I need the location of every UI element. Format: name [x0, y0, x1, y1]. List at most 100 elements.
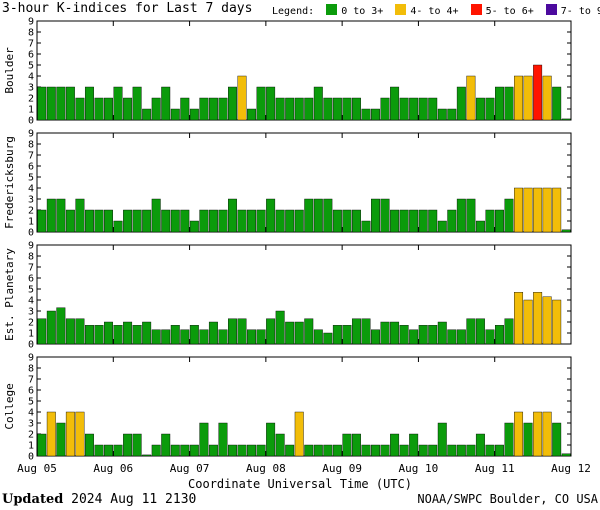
- bar-college: [237, 444, 247, 457]
- bar-college: [266, 422, 276, 457]
- legend-label-0: 0 to 3+: [341, 6, 384, 17]
- y-axis-label-fredericksburg: Fredericksburg: [3, 136, 16, 229]
- bar-est-planetary: [65, 318, 75, 345]
- bar-boulder: [418, 97, 428, 121]
- bar-fredericksburg: [161, 209, 171, 233]
- bar-est-planetary: [208, 321, 218, 345]
- bar-est-planetary: [456, 329, 466, 345]
- bar-college: [332, 444, 342, 457]
- bar-fredericksburg: [380, 198, 390, 233]
- x-tick-label: Aug 10: [399, 462, 439, 475]
- bar-fredericksburg: [409, 209, 419, 233]
- bar-fredericksburg: [304, 198, 314, 233]
- bar-college: [132, 433, 142, 457]
- bar-college: [94, 444, 104, 457]
- bar-fredericksburg: [561, 229, 571, 233]
- bar-fredericksburg: [504, 198, 514, 233]
- y-tick-label-college: 1: [28, 441, 34, 452]
- bar-boulder: [323, 97, 333, 121]
- bar-fredericksburg: [46, 198, 56, 233]
- bar-fredericksburg: [466, 198, 476, 233]
- x-tick-label: Aug 05: [17, 462, 57, 475]
- bar-college: [189, 444, 199, 457]
- bar-fredericksburg: [237, 209, 247, 233]
- bar-est-planetary: [170, 325, 180, 345]
- bar-fredericksburg: [361, 220, 371, 233]
- chart-title: 3-hour K-indices for Last 7 days: [2, 1, 253, 16]
- bar-fredericksburg: [199, 209, 209, 233]
- legend-swatch-1: [395, 4, 407, 15]
- bar-boulder: [46, 86, 56, 121]
- bar-fredericksburg: [475, 220, 485, 233]
- x-tick-label: Aug 12: [551, 462, 591, 475]
- bar-boulder: [275, 97, 285, 121]
- bar-boulder: [94, 97, 104, 121]
- bar-est-planetary: [418, 325, 428, 345]
- y-tick-label-college: 7: [28, 375, 34, 386]
- bar-est-planetary: [313, 329, 323, 345]
- bar-college: [361, 444, 371, 457]
- bar-boulder: [380, 97, 390, 121]
- bar-boulder: [552, 86, 562, 121]
- bar-college: [123, 433, 133, 457]
- bar-college: [418, 444, 428, 457]
- data-source: NOAA/SWPC Boulder, CO USA: [417, 492, 598, 506]
- bar-est-planetary: [361, 318, 371, 345]
- bar-fredericksburg: [542, 187, 552, 233]
- bar-est-planetary: [371, 329, 380, 345]
- bar-boulder: [409, 97, 419, 121]
- y-tick-label-boulder: 0: [28, 116, 34, 127]
- bar-boulder: [266, 86, 276, 121]
- bar-fredericksburg: [247, 209, 257, 233]
- bar-college: [552, 422, 562, 457]
- bar-boulder: [170, 108, 180, 121]
- y-tick-label-college: 2: [28, 430, 34, 441]
- panel-frame-fredericksburg: [36, 132, 572, 233]
- bar-fredericksburg: [228, 198, 237, 233]
- bar-college: [447, 444, 457, 457]
- y-tick-label-est-planetary: 1: [28, 329, 34, 340]
- bar-fredericksburg: [189, 220, 199, 233]
- bar-fredericksburg: [94, 209, 104, 233]
- bar-boulder: [542, 75, 552, 121]
- bar-college: [56, 422, 66, 457]
- bar-fredericksburg: [323, 198, 333, 233]
- y-tick-label-est-planetary: 9: [28, 241, 34, 252]
- bar-college: [208, 444, 218, 457]
- bar-college: [428, 444, 438, 457]
- bar-college: [437, 422, 447, 457]
- y-tick-label-boulder: 4: [28, 72, 34, 83]
- bar-fredericksburg: [208, 209, 218, 233]
- bar-college: [37, 433, 47, 457]
- y-tick-label-boulder: 7: [28, 39, 34, 50]
- bar-boulder: [533, 64, 543, 121]
- bar-fredericksburg: [75, 198, 85, 233]
- bar-college: [323, 444, 333, 457]
- bar-boulder: [161, 86, 171, 121]
- bar-est-planetary: [437, 321, 447, 345]
- bar-boulder: [237, 75, 247, 121]
- y-tick-label-fredericksburg: 2: [28, 206, 34, 217]
- x-axis-title: Coordinate Universal Time (UTC): [188, 477, 412, 491]
- bar-college: [294, 411, 304, 457]
- y-tick-label-boulder: 6: [28, 50, 34, 61]
- bar-boulder: [113, 86, 123, 121]
- bar-college: [514, 411, 524, 457]
- bar-college: [104, 444, 113, 457]
- panel-frame-college: [36, 356, 572, 457]
- bar-fredericksburg: [37, 209, 47, 233]
- y-tick-label-fredericksburg: 4: [28, 184, 34, 195]
- bar-fredericksburg: [123, 209, 133, 233]
- y-tick-label-fredericksburg: 6: [28, 162, 34, 173]
- bar-boulder: [466, 75, 476, 121]
- bar-est-planetary: [46, 310, 56, 345]
- legend-label-1: 4- to 4+: [410, 6, 459, 17]
- bar-boulder: [104, 97, 113, 121]
- bar-college: [170, 444, 180, 457]
- bar-est-planetary: [142, 321, 152, 345]
- legend: Legend: 0 to 3+ 4- to 4+ 5- to 6+ 7- to …: [272, 4, 600, 17]
- bar-est-planetary: [104, 321, 113, 345]
- updated-label: Updated: [2, 492, 64, 507]
- bar-fredericksburg: [351, 209, 361, 233]
- bar-est-planetary: [495, 325, 504, 345]
